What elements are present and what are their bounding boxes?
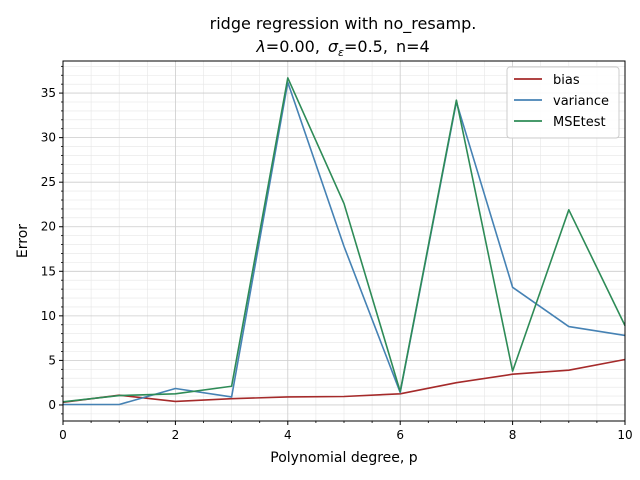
- y-tick-label: 15: [41, 264, 56, 278]
- y-tick-label: 10: [41, 309, 56, 323]
- legend-label-MSEtest: MSEtest: [553, 115, 606, 130]
- y-tick-label: 0: [48, 398, 56, 412]
- y-tick-label: 25: [41, 175, 56, 189]
- sigma-symbol: σ: [328, 37, 339, 56]
- y-tick-label: 35: [41, 86, 56, 100]
- series-line-MSEtest: [62, 77, 626, 403]
- series-line-bias: [62, 358, 626, 404]
- legend-label-variance: variance: [553, 94, 609, 109]
- x-axis-label: Polynomial degree, p: [270, 450, 418, 466]
- chart-title-line2: λ=0.00, σε=0.5, n=4: [255, 37, 429, 59]
- y-axis-label: Error: [15, 224, 31, 258]
- sigma-value: =0.5,: [344, 37, 388, 56]
- ticks-layer: 0 2 4 6 8 10 0 5 10 15 20 25 30 35: [41, 65, 633, 442]
- lambda-value: =0.00,: [266, 37, 320, 56]
- lambda-symbol: λ: [255, 37, 265, 56]
- x-tick-label: 2: [172, 428, 180, 442]
- y-tick-label: 30: [41, 131, 56, 145]
- series-layer: [62, 77, 626, 406]
- y-tick-label: 20: [41, 220, 56, 234]
- sigma-subscript: ε: [338, 46, 344, 59]
- legend: bias variance MSEtest: [506, 66, 620, 139]
- x-tick-label: 6: [396, 428, 404, 442]
- chart-title-line1: ridge regression with no_resamp.: [210, 14, 477, 34]
- x-tick-label: 10: [617, 428, 632, 442]
- legend-label-bias: bias: [553, 73, 580, 88]
- n-value: n=4: [396, 37, 430, 56]
- x-tick-label: 8: [509, 428, 517, 442]
- y-tick-label: 5: [48, 353, 56, 367]
- grid-minor: [63, 61, 625, 421]
- x-tick-label: 4: [284, 428, 292, 442]
- x-tick-label: 0: [59, 428, 67, 442]
